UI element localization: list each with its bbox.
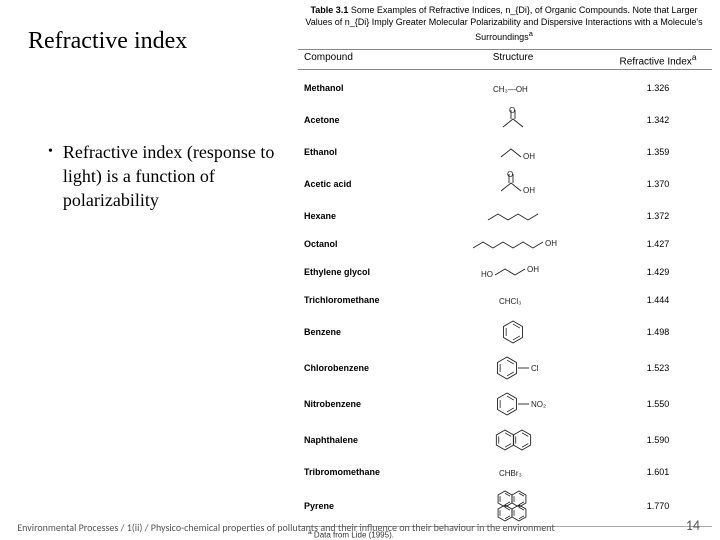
svg-text:HO: HO xyxy=(481,270,493,279)
cell-structure: OH xyxy=(418,141,608,163)
cell-ri: 1.372 xyxy=(608,211,708,221)
cell-structure: OH xyxy=(418,234,608,254)
cell-ri: 1.590 xyxy=(608,435,708,445)
refractive-index-table: Table 3.1 Some Examples of Refractive In… xyxy=(298,0,712,540)
table-row: Ethylene glycol HO OH 1.429 xyxy=(298,258,712,286)
cell-compound: Acetone xyxy=(298,115,418,125)
slide-title: Refractive index xyxy=(28,28,187,55)
caption-sup: a xyxy=(529,29,533,38)
cell-ri: 1.370 xyxy=(608,179,708,189)
table-row: Chlorobenzene Cl 1.523 xyxy=(298,350,712,386)
svg-text:NO₂: NO₂ xyxy=(531,400,546,409)
svg-text:O: O xyxy=(507,171,513,179)
cell-compound: Tribromomethane xyxy=(298,467,418,477)
cell-structure: CHBr₃ xyxy=(418,464,608,480)
cell-ri: 1.550 xyxy=(608,399,708,409)
cell-structure: O OH xyxy=(418,171,608,197)
table-row: Hexane 1.372 xyxy=(298,202,712,230)
table-row: Trichloromethane CHCl₃ 1.444 xyxy=(298,286,712,314)
bullet-block: • Refractive index (response to light) i… xyxy=(48,140,288,212)
th-ri: Refractive Indexa xyxy=(608,52,708,67)
cell-structure: Cl xyxy=(418,352,608,384)
cell-ri: 1.770 xyxy=(608,501,708,511)
cell-ri: 1.523 xyxy=(608,363,708,373)
table-row: Methanol CH₃—OH 1.326 xyxy=(298,74,712,102)
cell-structure xyxy=(418,206,608,226)
cell-ri: 1.444 xyxy=(608,295,708,305)
cell-compound: Hexane xyxy=(298,211,418,221)
cell-structure: CH₃—OH xyxy=(418,80,608,96)
svg-text:CHBr₃: CHBr₃ xyxy=(499,469,522,478)
cell-structure: CHCl₃ xyxy=(418,292,608,308)
table-caption: Table 3.1 Some Examples of Refractive In… xyxy=(298,0,712,49)
cell-ri: 1.342 xyxy=(608,115,708,125)
svg-text:OH: OH xyxy=(523,152,535,161)
cell-ri: 1.601 xyxy=(608,467,708,477)
cell-compound: Octanol xyxy=(298,239,418,249)
svg-text:OH: OH xyxy=(545,239,557,248)
cell-compound: Naphthalene xyxy=(298,435,418,445)
bullet-item: • Refractive index (response to light) i… xyxy=(48,140,288,212)
caption-bold: Table 3.1 xyxy=(310,5,348,15)
cell-ri: 1.429 xyxy=(608,267,708,277)
table-row: Nitrobenzene NO₂ 1.550 xyxy=(298,386,712,422)
slide-footer: Environmental Processes / 1(ii) / Physic… xyxy=(0,517,720,534)
cell-ri: 1.498 xyxy=(608,327,708,337)
cell-compound: Acetic acid xyxy=(298,179,418,189)
table-row: Ethanol OH 1.359 xyxy=(298,138,712,166)
cell-structure: HO OH xyxy=(418,263,608,281)
cell-compound: Ethanol xyxy=(298,147,418,157)
cell-compound: Benzene xyxy=(298,327,418,337)
svg-text:CH₃—OH: CH₃—OH xyxy=(493,85,528,94)
table-row: Tribromomethane CHBr₃ 1.601 xyxy=(298,458,712,486)
svg-text:OH: OH xyxy=(523,186,535,195)
th-compound: Compound xyxy=(298,52,418,67)
cell-compound: Chlorobenzene xyxy=(298,363,418,373)
cell-ri: 1.359 xyxy=(608,147,708,157)
svg-text:O: O xyxy=(509,107,515,115)
cell-ri: 1.427 xyxy=(608,239,708,249)
svg-text:OH: OH xyxy=(527,265,539,274)
cell-structure xyxy=(418,316,608,348)
cell-structure: O xyxy=(418,107,608,133)
table-row: Octanol OH 1.427 xyxy=(298,230,712,258)
caption-rest: Some Examples of Refractive Indices, n_{… xyxy=(305,5,702,42)
table-row: Benzene 1.498 xyxy=(298,314,712,350)
table-header-row: Compound Structure Refractive Indexa xyxy=(298,49,712,70)
footer-text: Environmental Processes / 1(ii) / Physic… xyxy=(6,522,566,534)
page-number: 14 xyxy=(686,517,700,534)
cell-structure: NO₂ xyxy=(418,388,608,420)
cell-compound: Methanol xyxy=(298,83,418,93)
cell-ri: 1.326 xyxy=(608,83,708,93)
cell-compound: Ethylene glycol xyxy=(298,267,418,277)
cell-compound: Pyrene xyxy=(298,501,418,511)
table-row: Naphthalene 1.590 xyxy=(298,422,712,458)
bullet-dot: • xyxy=(48,140,53,164)
cell-structure xyxy=(418,424,608,456)
th-structure: Structure xyxy=(418,52,608,67)
svg-text:CHCl₃: CHCl₃ xyxy=(499,297,521,306)
table-body: Methanol CH₃—OH 1.326 Acetone O 1.342 Et… xyxy=(298,70,712,526)
cell-compound: Nitrobenzene xyxy=(298,399,418,409)
bullet-text: Refractive index (response to light) is … xyxy=(63,140,288,212)
cell-compound: Trichloromethane xyxy=(298,295,418,305)
table-row: Acetic acid O OH 1.370 xyxy=(298,166,712,202)
table-row: Acetone O 1.342 xyxy=(298,102,712,138)
svg-text:Cl: Cl xyxy=(531,364,539,373)
